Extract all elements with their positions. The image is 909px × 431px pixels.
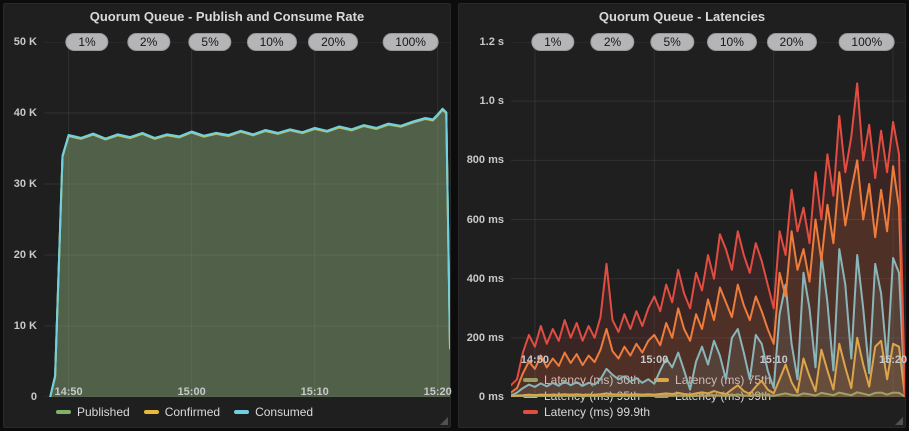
legend-publish-consume: Published Confirmed Consumed bbox=[4, 401, 450, 425]
legend-item-confirmed[interactable]: Confirmed bbox=[143, 405, 221, 419]
y-tick-label: 800 ms bbox=[466, 154, 504, 167]
annotation-badge-20pct[interactable]: 20% bbox=[766, 33, 817, 51]
annotation-badge-1pct[interactable]: 1% bbox=[65, 33, 109, 51]
legend-swatch bbox=[654, 378, 670, 382]
series-latency-ms-75th bbox=[511, 336, 905, 397]
y-tick-label: 400 ms bbox=[466, 272, 504, 285]
plot-area-publish-consume[interactable]: 1% 2% 5% 10% 20% 100% bbox=[44, 33, 450, 397]
legend-item-latency-ms-75th[interactable]: Latency (ms) 75th bbox=[654, 373, 771, 387]
annotation-badge-1pct[interactable]: 1% bbox=[531, 33, 575, 51]
y-tick-label: 1.0 s bbox=[479, 95, 504, 108]
annotation-badge-5pct[interactable]: 5% bbox=[650, 33, 694, 51]
series-latency-ms-95th bbox=[511, 248, 905, 397]
panel-resize-handle[interactable] bbox=[895, 417, 903, 425]
panel-title-latencies[interactable]: Quorum Queue - Latencies bbox=[459, 4, 905, 28]
annotation-badge-100pct[interactable]: 100% bbox=[382, 33, 439, 51]
chart-canvas bbox=[44, 42, 450, 397]
x-tick-label: 15:20 bbox=[878, 354, 908, 366]
annotation-badge-20pct[interactable]: 20% bbox=[308, 33, 359, 51]
y-tick-label: 200 ms bbox=[466, 331, 504, 344]
annotation-badge-5pct[interactable]: 5% bbox=[188, 33, 232, 51]
panel-resize-handle[interactable] bbox=[440, 417, 448, 425]
y-axis-left: 0 10 K 20 K 30 K 40 K 50 K bbox=[4, 36, 44, 403]
x-tick-label: 15:10 bbox=[759, 354, 788, 366]
plot-area-latencies[interactable]: 1% 2% 5% 10% 20% 100% bbox=[511, 33, 905, 397]
y-tick-label: 0 bbox=[30, 391, 37, 403]
annotation-badge-10pct[interactable]: 10% bbox=[246, 33, 297, 51]
panel-title-publish-consume[interactable]: Quorum Queue - Publish and Consume Rate bbox=[4, 4, 450, 28]
series-latency-ms-99th bbox=[511, 159, 905, 397]
panel-title-text: Quorum Queue - Latencies bbox=[598, 8, 766, 24]
legend-label: Latency (ms) 99.9th bbox=[544, 405, 651, 419]
x-axis-right: 14:50 15:00 15:10 15:20 bbox=[511, 351, 908, 369]
panel-publish-consume-rate: Quorum Queue - Publish and Consume Rate … bbox=[3, 3, 452, 428]
legend-swatch bbox=[523, 378, 538, 382]
panel-title-text: Quorum Queue - Publish and Consume Rate bbox=[89, 8, 365, 24]
x-tick-label: 15:00 bbox=[177, 386, 206, 398]
legend-label: Latency (ms) 75th bbox=[675, 373, 772, 387]
annotation-badge-2pct[interactable]: 2% bbox=[590, 33, 635, 51]
x-tick-label: 14:50 bbox=[54, 386, 83, 398]
series-latency-ms-99-9th bbox=[511, 82, 905, 397]
grid bbox=[44, 42, 450, 397]
annotation-badge-100pct[interactable]: 100% bbox=[838, 33, 896, 51]
legend-swatch bbox=[143, 410, 159, 414]
x-axis-left: 14:50 15:00 15:10 15:20 bbox=[44, 383, 452, 401]
series-latency-ms-50th bbox=[511, 391, 905, 397]
y-tick-label: 1.2 s bbox=[479, 36, 504, 48]
legend-label: Confirmed bbox=[164, 405, 221, 419]
legend-swatch bbox=[56, 410, 71, 414]
x-tick-label: 15:20 bbox=[423, 386, 452, 398]
legend-item-published[interactable]: Published bbox=[56, 405, 130, 419]
legend-item-consumed[interactable]: Consumed bbox=[234, 405, 313, 419]
panel-latencies: Quorum Queue - Latencies 0 ms 200 ms 400 m… bbox=[458, 3, 908, 428]
annotation-badge-2pct[interactable]: 2% bbox=[126, 33, 171, 51]
y-tick-label: 50 K bbox=[13, 36, 37, 48]
legend-item-latency-ms-99-9th[interactable]: Latency (ms) 99.9th bbox=[523, 405, 650, 419]
y-tick-label: 20 K bbox=[13, 249, 37, 261]
x-tick-label: 15:00 bbox=[640, 354, 669, 366]
x-tick-label: 15:10 bbox=[300, 386, 329, 398]
annotation-badge-10pct[interactable]: 10% bbox=[706, 33, 757, 51]
legend-swatch bbox=[234, 410, 250, 414]
y-tick-label: 10 K bbox=[13, 320, 37, 332]
legend-label: Published bbox=[77, 405, 130, 419]
legend-swatch bbox=[523, 410, 538, 414]
x-tick-label: 14:50 bbox=[520, 354, 549, 366]
y-tick-label: 40 K bbox=[13, 107, 37, 119]
legend-label: Consumed bbox=[255, 405, 314, 419]
grid bbox=[511, 42, 905, 397]
y-tick-label: 0 ms bbox=[478, 391, 504, 403]
y-axis-right: 0 ms 200 ms 400 ms 600 ms 800 ms 1.0 s 1.2 s bbox=[459, 36, 511, 403]
y-tick-label: 30 K bbox=[13, 178, 37, 190]
series-consumed bbox=[49, 107, 450, 397]
y-tick-label: 600 ms bbox=[466, 213, 504, 226]
chart-canvas bbox=[511, 42, 905, 397]
